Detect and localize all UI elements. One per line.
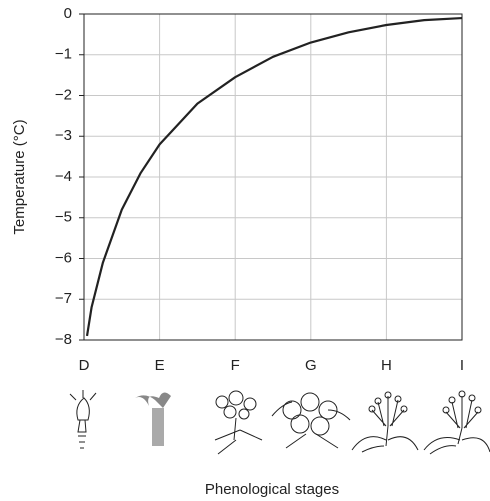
y-tick-label: 0 (64, 5, 72, 22)
chart: Temperature (°C) Phenological stages 0 −1… (0, 0, 490, 501)
stage-h-drawing (352, 392, 418, 452)
x-axis-label: Phenological stages (205, 481, 339, 498)
page: Temperature (°C) Phenological stages 0 −1… (0, 0, 490, 501)
stage-f-drawing (215, 391, 262, 454)
stage-i-drawing (424, 391, 490, 454)
stage-drawings (70, 390, 490, 454)
stage-e-drawing (135, 392, 171, 446)
x-tick-label: G (305, 357, 317, 374)
y-tick-label: −4 (55, 168, 72, 185)
y-tick-label: −6 (55, 249, 72, 266)
x-tick-label: D (79, 357, 90, 374)
stage-g-drawing (272, 393, 350, 448)
y-tick-label: −3 (55, 127, 72, 144)
y-tick-label: −8 (55, 331, 72, 348)
y-axis-label: Temperature (°C) (11, 119, 28, 234)
y-tick-label: −2 (55, 86, 72, 103)
x-tick-label: F (231, 357, 240, 374)
y-tick-label: −5 (55, 209, 72, 226)
x-tick-label: H (381, 357, 392, 374)
y-tick-label: −7 (55, 290, 72, 307)
x-tick-label: I (460, 357, 464, 374)
stage-d-drawing (70, 390, 96, 448)
x-tick-label: E (155, 357, 165, 374)
y-tick-label: −1 (55, 46, 72, 63)
